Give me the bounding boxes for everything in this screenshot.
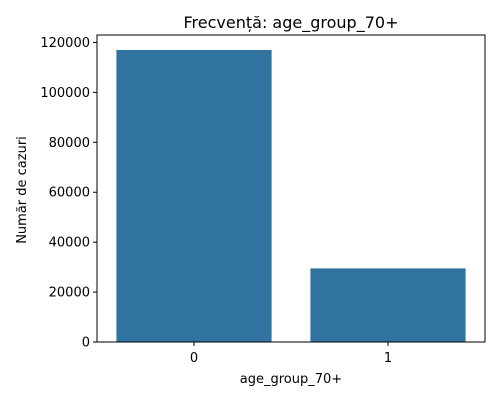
chart-title: Frecvență: age_group_70+: [184, 13, 399, 33]
y-tick-label: 60000: [49, 186, 90, 201]
x-tick-label: 1: [384, 351, 392, 366]
y-tick-label: 20000: [49, 286, 90, 301]
bar-1: [310, 268, 466, 342]
plot-frame: [96, 34, 486, 343]
axes-layer: [96, 34, 486, 343]
y-axis-label: Număr de cazuri: [15, 136, 30, 244]
x-tick-label: 0: [190, 351, 198, 366]
y-tick-label: 80000: [49, 136, 90, 151]
y-tick-label: 120000: [40, 36, 90, 51]
bars-layer: [116, 49, 466, 342]
y-tick-label: 40000: [49, 236, 90, 251]
y-tick-label: 0: [82, 336, 90, 351]
bar-0: [116, 49, 272, 342]
y-tick-label: 100000: [40, 86, 90, 101]
y-ticks: 0 20000 40000 60000 80000 100000 120000: [40, 36, 97, 351]
x-axis-label: age_group_70+: [240, 372, 342, 387]
